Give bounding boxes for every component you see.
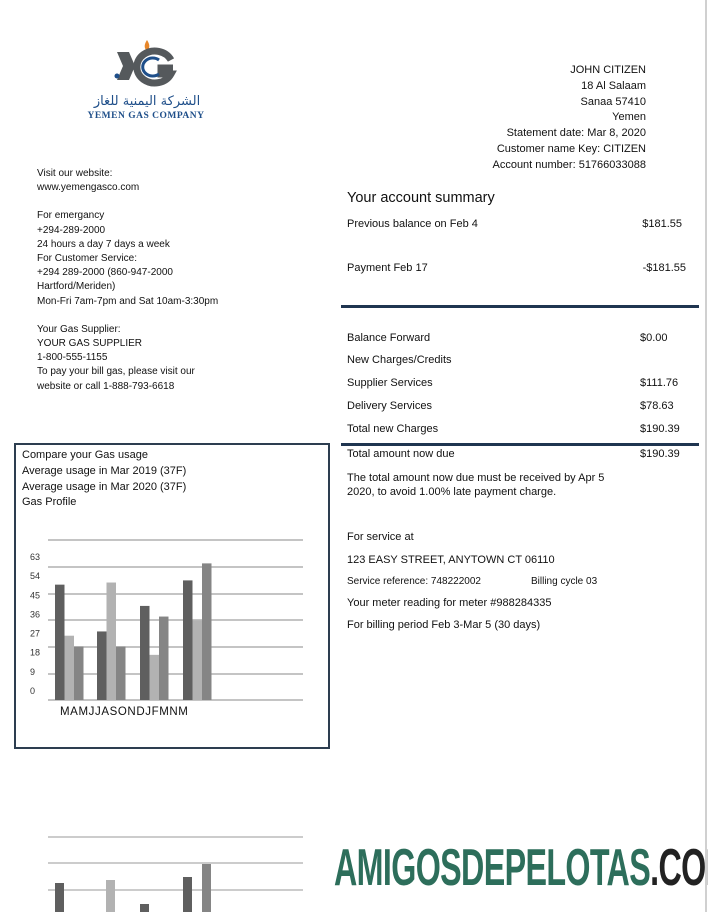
- customer-country: Yemen: [612, 111, 646, 124]
- pay-line-2: website or call 1-888-793-6618: [37, 380, 175, 392]
- balance-forward-amount: $0.00: [640, 332, 668, 344]
- customer-block: JOHN CITIZEN 18 Al Salaam Sanaa 57410 Ye…: [492, 63, 646, 174]
- total-divider: [341, 443, 699, 446]
- page-edge: [705, 0, 707, 912]
- chart-titles: Compare your Gas usage Average usage in …: [22, 448, 186, 511]
- service-phone: +294 289-2000 (860-947-2000: [37, 267, 173, 279]
- new-charges-label: New Charges/Credits: [347, 354, 452, 366]
- meter-reading: Your meter reading for meter #988284335: [347, 597, 552, 609]
- supplier-label: Your Gas Supplier:: [37, 323, 121, 335]
- service-label: For service at: [347, 531, 414, 543]
- supplier-name: YOUR GAS SUPPLIER: [37, 338, 143, 350]
- company-logo: الشركة اليمنية للغاز YEMEN GAS COMPANY: [75, 38, 220, 123]
- website-label: Visit our website:: [37, 168, 113, 179]
- due-note-line-1: The total amount now due must be receive…: [347, 472, 605, 484]
- total-new-charges-label: Total new Charges: [347, 423, 439, 435]
- customer-name-key: Customer name Key: CITIZEN: [496, 142, 646, 155]
- balance-forward-label: Balance Forward: [347, 332, 431, 344]
- due-note: The total amount now due must be receive…: [347, 471, 604, 499]
- service-label: For Customer Service:: [37, 253, 138, 265]
- account-number: Account number: 51766033088: [492, 158, 646, 171]
- partial-bar: [202, 864, 211, 912]
- customer-city: Sanaa 57410: [580, 95, 646, 108]
- chart-title-3: Average usage in Mar 2020 (37F): [22, 480, 187, 493]
- service-hours: Mon-Fri 7am-7pm and Sat 10am-3:30pm: [37, 295, 219, 307]
- pay-line-1: To pay your bill gas, please visit our: [37, 366, 195, 378]
- previous-balance-amount: $181.55: [642, 218, 682, 230]
- service-address: 123 EASY STREET, ANYTOWN CT 06110: [347, 554, 555, 566]
- total-due-label: Total amount now due: [347, 448, 455, 460]
- emergency-label: For emergancy: [37, 210, 105, 222]
- delivery-services-label: Delivery Services: [347, 400, 432, 412]
- watermark: AMIGOSDEPELOTAS.COM: [334, 838, 708, 898]
- billing-cycle: Billing cycle 03: [531, 576, 598, 587]
- total-due-amount: $190.39: [640, 448, 680, 460]
- logo-english: YEMEN GAS COMPANY: [87, 111, 205, 121]
- delivery-services-amount: $78.63: [640, 400, 674, 412]
- summary-title: Your account summary: [347, 190, 495, 206]
- watermark-green: AMIGOSDEPELOTAS: [334, 839, 651, 897]
- emergency-phone: +294-289-2000: [37, 224, 106, 236]
- yg-logo-icon: [114, 40, 177, 87]
- partial-bar: [183, 877, 192, 912]
- total-new-charges-amount: $190.39: [640, 423, 680, 435]
- payment-label: Payment Feb 17: [347, 262, 428, 274]
- customer-street: 18 Al Salaam: [581, 79, 646, 92]
- chart-title-4: Gas Profile: [22, 496, 77, 509]
- summary-divider: [341, 305, 699, 308]
- watermark-dark: .COM: [650, 839, 708, 897]
- partial-bar: [55, 883, 64, 912]
- partial-bar: [140, 904, 149, 912]
- service-reference: Service reference: 748222002: [347, 576, 481, 587]
- logo-arabic: الشركة اليمنية للغاز: [93, 94, 201, 109]
- partial-chart-repeat: [48, 836, 303, 912]
- chart-title-1: Compare your Gas usage: [22, 449, 148, 461]
- website-link[interactable]: www.yemengasco.com: [37, 182, 140, 194]
- payment-amount: -$181.55: [642, 262, 686, 274]
- partial-bar: [106, 880, 115, 912]
- chart-title-2: Average usage in Mar 2019 (37F): [22, 464, 187, 477]
- billing-period: For billing period Feb 3-Mar 5 (30 days): [347, 619, 541, 631]
- supplier-services-amount: $111.76: [640, 377, 679, 389]
- supplier-services-label: Supplier Services: [347, 377, 433, 389]
- emergency-hours: 24 hours a day 7 days a week: [37, 238, 170, 250]
- chart-month-labels: MAMJJASONDJFMNM: [60, 706, 189, 718]
- statement-date: Statement date: Mar 8, 2020: [506, 127, 646, 140]
- gas-usage-chart-box: [14, 443, 330, 749]
- due-note-line-2: 2020, to avoid 1.00% late payment charge…: [347, 486, 557, 498]
- supplier-phone: 1-800-555-1155: [37, 352, 108, 364]
- service-area: Hartford/Meriden): [37, 281, 116, 293]
- previous-balance-label: Previous balance on Feb 4: [347, 218, 478, 230]
- contact-block: Visit our website: www.yemengasco.com Fo…: [37, 167, 218, 394]
- customer-name: JOHN CITIZEN: [570, 64, 646, 76]
